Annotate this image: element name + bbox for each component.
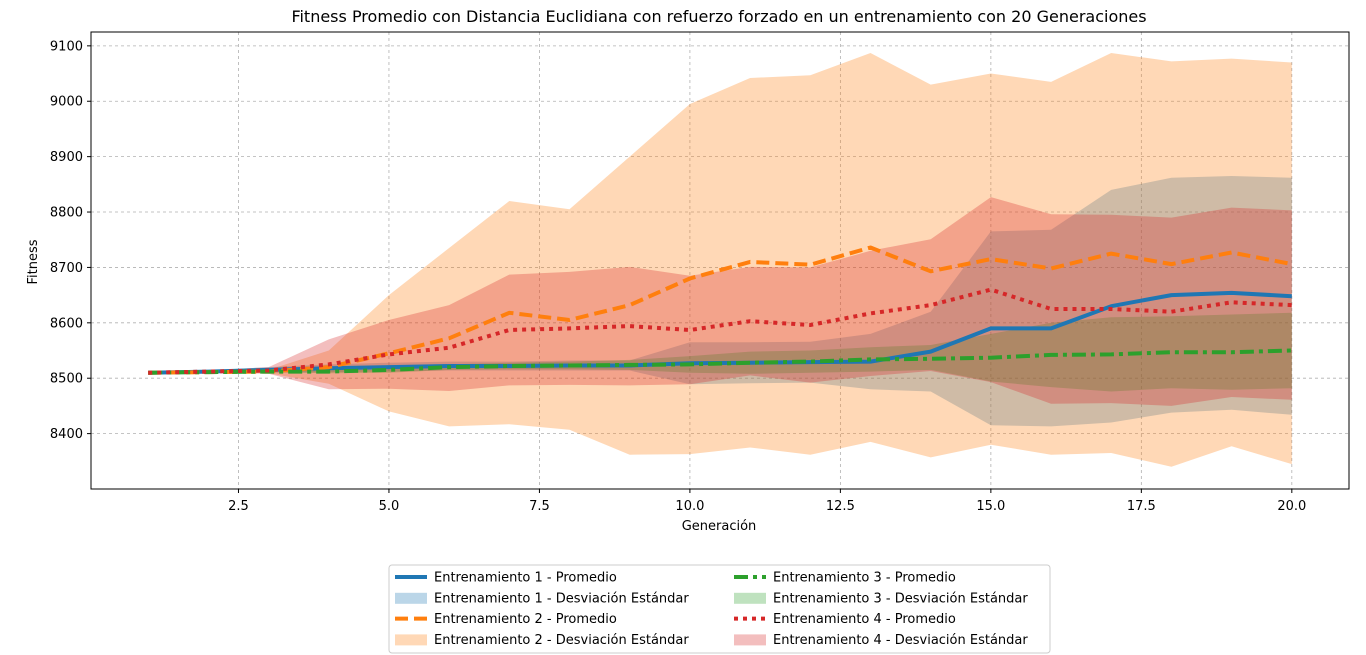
legend-item: Entrenamiento 3 - Promedio <box>734 571 956 586</box>
y-tick-label: 9100 <box>50 39 83 54</box>
line-layer <box>148 245 1293 375</box>
x-tick-label: 10.0 <box>675 499 704 514</box>
y-axis-label: Fitness <box>26 239 41 284</box>
x-tick-label: 17.5 <box>1127 499 1156 514</box>
legend-label: Entrenamiento 3 - Desviación Estándar <box>773 591 1028 606</box>
y-tick-label: 8700 <box>50 261 83 276</box>
legend-label: Entrenamiento 1 - Desviación Estándar <box>434 591 689 606</box>
grid-layer <box>91 32 1349 489</box>
line-series-3 <box>148 348 1292 375</box>
y-tick-label: 8900 <box>50 150 83 165</box>
x-tick-label: 20.0 <box>1277 499 1306 514</box>
legend-item: Entrenamiento 4 - Promedio <box>734 612 956 627</box>
legend-item: Entrenamiento 1 - Desviación Estándar <box>395 591 689 606</box>
chart-title: Fitness Promedio con Distancia Euclidian… <box>291 7 1146 26</box>
band-layer <box>148 53 1292 467</box>
x-tick-label: 15.0 <box>976 499 1005 514</box>
legend-item: Entrenamiento 4 - Desviación Estándar <box>734 633 1028 648</box>
legend-box <box>388 564 1051 654</box>
legend-label: Entrenamiento 1 - Promedio <box>434 571 617 586</box>
line-series-2 <box>148 245 1293 375</box>
y-axis-ticks: 8400 8500 8600 8700 8800 8900 9000 9100 <box>50 39 91 442</box>
band-series-1 <box>148 176 1292 427</box>
legend-label: Entrenamiento 3 - Promedio <box>773 571 956 586</box>
legend-label: Entrenamiento 2 - Promedio <box>434 612 617 627</box>
x-axis-ticks: 2.5 5.0 7.5 10.0 12.5 15.0 17.5 20.0 <box>228 489 1306 514</box>
band-series-2 <box>148 53 1292 467</box>
y-tick-label: 8800 <box>50 206 83 221</box>
band-series-3 <box>148 312 1292 392</box>
y-tick-label: 8600 <box>50 316 83 331</box>
y-tick-label: 8400 <box>50 427 83 442</box>
legend-item: Entrenamiento 2 - Promedio <box>395 612 617 627</box>
legend-label: Entrenamiento 2 - Desviación Estándar <box>434 633 689 648</box>
legend-item: Entrenamiento 3 - Desviación Estándar <box>734 591 1028 606</box>
legend-label: Entrenamiento 4 - Promedio <box>773 612 956 627</box>
legend-label: Entrenamiento 4 - Desviación Estándar <box>773 633 1028 648</box>
legend: Entrenamiento 1 - Promedio Entrenamiento … <box>388 564 1051 654</box>
y-tick-label: 9000 <box>50 95 83 110</box>
legend-items: Entrenamiento 1 - Promedio Entrenamiento … <box>395 571 1028 648</box>
x-tick-label: 2.5 <box>228 499 249 514</box>
x-tick-label: 5.0 <box>379 499 400 514</box>
x-tick-label: 12.5 <box>826 499 855 514</box>
x-axis-label: Generación <box>682 519 757 534</box>
legend-band-swatch <box>395 634 427 646</box>
y-tick-label: 8500 <box>50 372 83 387</box>
band-series-4 <box>148 197 1292 406</box>
legend-item: Entrenamiento 1 - Promedio <box>395 571 617 586</box>
x-tick-label: 7.5 <box>529 499 550 514</box>
plot-frame <box>90 31 1350 490</box>
legend-item: Entrenamiento 2 - Desviación Estándar <box>395 633 689 648</box>
line-series-4 <box>148 287 1292 375</box>
legend-band-swatch <box>734 634 766 646</box>
legend-band-swatch <box>734 592 766 604</box>
legend-band-swatch <box>395 592 427 604</box>
